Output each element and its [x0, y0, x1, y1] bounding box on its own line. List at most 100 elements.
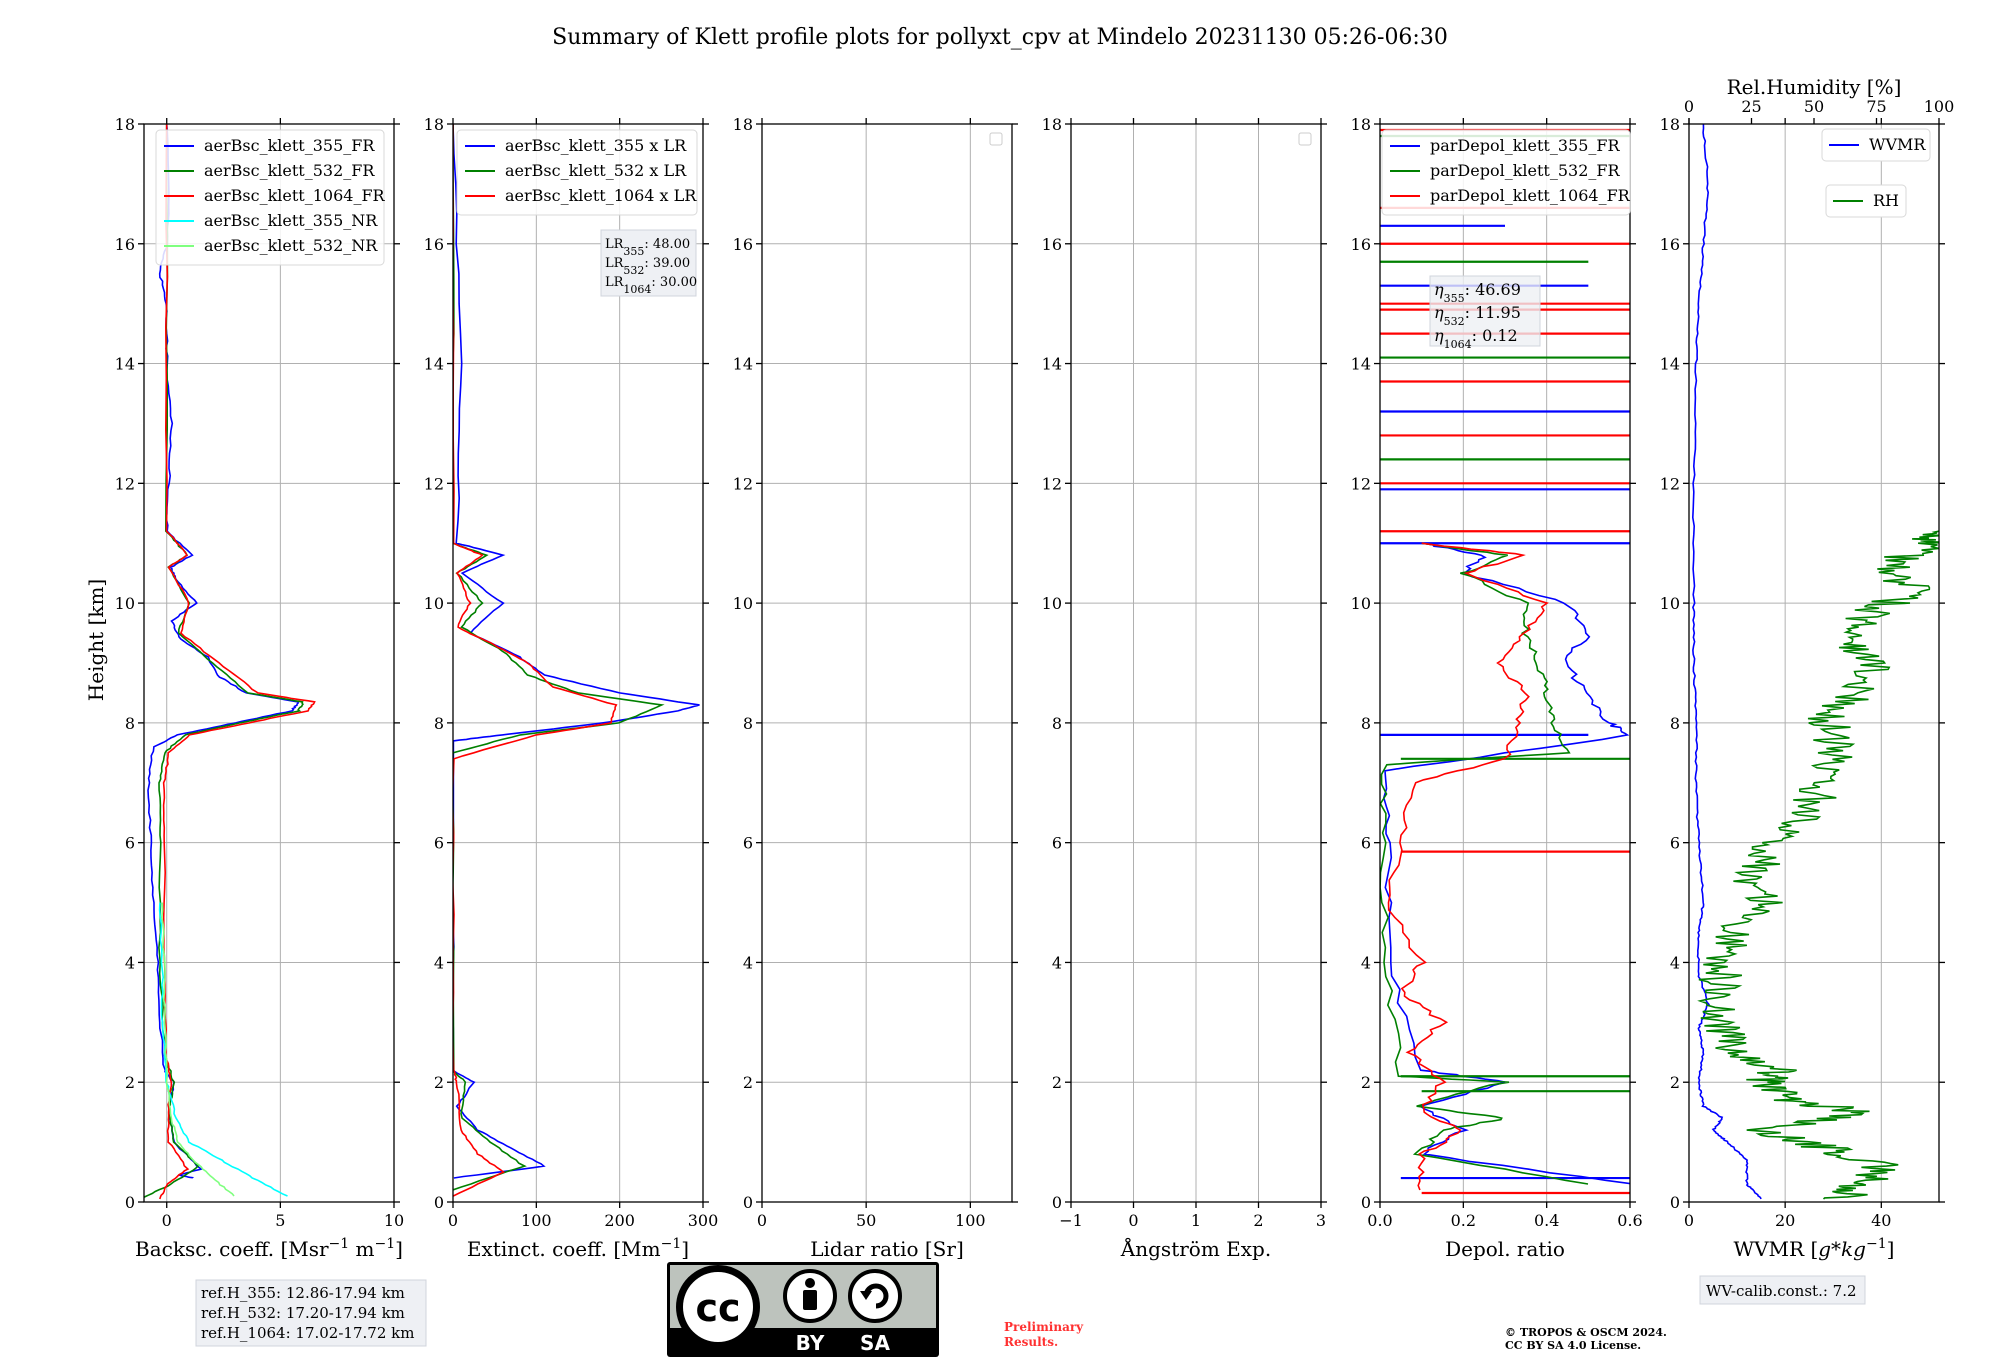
y-tick-label: 14	[115, 355, 135, 374]
y-tick-label: 4	[1052, 953, 1062, 972]
series-line-WVMR	[1691, 124, 1762, 1200]
y-tick-label: 12	[1351, 474, 1371, 493]
y-tick-label: 4	[1670, 953, 1680, 972]
x-tick-label: 0.0	[1367, 1211, 1392, 1230]
sa-share-icon	[848, 1269, 902, 1323]
y-tick-label: 10	[1042, 594, 1062, 613]
x2-tick-label: 0	[1684, 97, 1694, 116]
lidar-ratio-532: LR532: 39.00	[605, 256, 690, 277]
y-tick-label: 18	[115, 115, 135, 134]
legend-entry: aerBsc_klett_355 x LR	[505, 136, 687, 155]
y-tick-label: 2	[1670, 1073, 1680, 1092]
series-line-aerBsc_klett_355_NR	[158, 902, 288, 1197]
legend-entry: aerBsc_klett_355_NR	[204, 211, 378, 230]
eta-355: η355: 46.69	[1434, 280, 1521, 305]
legend: aerBsc_klett_355 x LR aerBsc_klett_532 x …	[456, 129, 698, 216]
series-line-parDepol_klett_532_FR	[1380, 542, 1589, 1185]
x-axis-label-bsc: Backsc. coeff. [Msr−1 m−1]	[135, 1236, 403, 1261]
y-tick-label: 14	[424, 355, 444, 374]
x-tick-label: 20	[1775, 1211, 1795, 1230]
y-tick-label: 16	[733, 235, 753, 254]
legend-entry: aerBsc_klett_355_FR	[204, 136, 375, 155]
y-tick-label: 0	[434, 1193, 444, 1212]
lidar-ratio-355: LR355: 48.00	[605, 237, 690, 258]
cc-by-sa-badge: cc BY SA	[667, 1262, 939, 1357]
x2-tick-label: 25	[1741, 97, 1761, 116]
figure-title: Summary of Klett profile plots for polly…	[552, 25, 1448, 50]
wv-calib-box: WV-calib.const.: 7.2	[1699, 1275, 1866, 1305]
legend-entry: aerBsc_klett_1064_FR	[204, 186, 386, 205]
y-tick-label: 2	[1052, 1073, 1062, 1092]
y-tick-label: 4	[434, 953, 444, 972]
x-tick-label: 0	[1128, 1211, 1138, 1230]
series-group	[1691, 124, 1939, 1200]
y-tick-label: 18	[1660, 115, 1680, 134]
y-tick-label: 8	[1670, 714, 1680, 733]
panel-lr: 0 2 4 6 8 10 12 14 16 18 0 50 100 Lidar ratio [Sr]	[733, 115, 1018, 1261]
ref-height-532: ref.H_532: 17.20-17.94 km	[201, 1304, 405, 1322]
x-axis-label-ang: Ångström Exp.	[1120, 1236, 1271, 1261]
x-axis-label-wv: WVMR [g*kg−1]	[1734, 1236, 1895, 1261]
y-tick-label: 6	[434, 834, 444, 853]
x2-tick-label: 50	[1804, 97, 1824, 116]
x-tick-label: 0.4	[1534, 1211, 1559, 1230]
y-tick-label: 16	[1660, 235, 1680, 254]
x-tick-label: 0	[757, 1211, 767, 1230]
legend-entry: parDepol_klett_532_FR	[1430, 161, 1621, 180]
x-tick-label: 300	[688, 1211, 719, 1230]
legend-wv: WVMR RH	[1821, 128, 1931, 218]
x-tick-label: 0	[162, 1211, 172, 1230]
ref-height-355: ref.H_355: 12.86-17.94 km	[201, 1284, 405, 1302]
y-tick-label: 10	[424, 594, 444, 613]
y-tick-label: 0	[1670, 1193, 1680, 1212]
y-tick-label: 6	[1361, 834, 1371, 853]
y-tick-label: 0	[1052, 1193, 1062, 1212]
series-line-parDepol_klett_355_FR	[1382, 542, 1630, 1185]
x2-tick-label: 75	[1866, 97, 1886, 116]
x-tick-label: 200	[604, 1211, 635, 1230]
copyright-line-1: © TROPOS & OSCM 2024.	[1505, 1326, 1667, 1339]
y-tick-label: 18	[733, 115, 753, 134]
series-line-aerBsc_klett_1064_FR	[159, 124, 316, 1200]
legend-entry: parDepol_klett_355_FR	[1430, 136, 1621, 155]
y-tick-label: 12	[424, 474, 444, 493]
x-tick-label: 0.6	[1617, 1211, 1642, 1230]
axes-frame	[452, 123, 704, 1203]
y-tick-label: 6	[125, 834, 135, 853]
legend-entry: WVMR	[1869, 135, 1926, 154]
x-axis-label-dep: Depol. ratio	[1445, 1237, 1565, 1261]
y-tick-label: 14	[1042, 355, 1062, 374]
y-tick-label: 12	[1660, 474, 1680, 493]
y-tick-label: 12	[733, 474, 753, 493]
panel-ext: 0 2 4 6 8 10 12 14 16 18 0 100 200 300 Extinct. coeff.…	[424, 115, 719, 1261]
y-tick-label: 0	[125, 1193, 135, 1212]
series-line-parDepol_klett_1064_FR	[1387, 542, 1549, 1191]
series-group	[453, 124, 700, 1197]
lr-box-frame	[600, 229, 697, 297]
x-axis-label-lr: Lidar ratio [Sr]	[810, 1237, 964, 1261]
y-tick-label: 6	[1670, 834, 1680, 853]
y-tick-label: 8	[743, 714, 753, 733]
eta-1064: η1064: 0.12	[1434, 326, 1518, 351]
copyright-line-2: CC BY SA 4.0 License.	[1505, 1339, 1641, 1352]
x-tick-label: 0	[1684, 1211, 1694, 1230]
y-tick-label: 8	[434, 714, 444, 733]
y-tick-label: 4	[125, 953, 135, 972]
y-tick-label: 16	[424, 235, 444, 254]
preliminary-line-1: Preliminary	[1004, 1320, 1084, 1334]
legend-frame	[1825, 184, 1907, 218]
y-tick-label: 4	[1361, 953, 1371, 972]
y-tick-label: 6	[1052, 834, 1062, 853]
y-tick-label: 0	[743, 1193, 753, 1212]
y-tick-label: 18	[424, 115, 444, 134]
y-tick-label: 6	[743, 834, 753, 853]
series-group	[144, 124, 316, 1200]
ref-height-box: ref.H_355: 12.86-17.94 km ref.H_532: 17.…	[195, 1279, 427, 1347]
x-tick-label: 10	[384, 1211, 404, 1230]
y-tick-label: 10	[1351, 594, 1371, 613]
y-tick-label: 16	[1351, 235, 1371, 254]
y-tick-label: 8	[1052, 714, 1062, 733]
x-axis-label-ext: Extinct. coeff. [Mm−1]	[467, 1236, 689, 1261]
x2-axis-label: Rel.Humidity [%]	[1727, 75, 1902, 99]
